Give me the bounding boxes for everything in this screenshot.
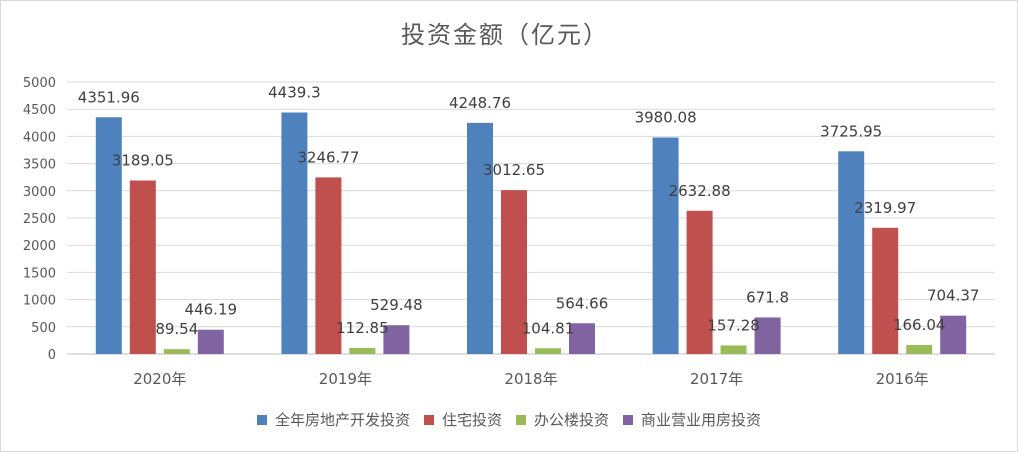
x-axis-categories: 2020年 2019年 2018年 2017年 2016年	[133, 370, 929, 388]
bar	[940, 315, 967, 354]
y-tick-label: 2500	[23, 212, 56, 227]
legend-swatch	[257, 415, 267, 425]
bar	[906, 344, 933, 354]
y-tick-label: 500	[31, 321, 56, 336]
data-label: 4351.96	[78, 88, 140, 106]
bar	[383, 325, 410, 354]
bar	[129, 180, 156, 354]
legend-label: 住宅投资	[442, 411, 502, 429]
bar	[535, 348, 561, 354]
y-tick-label: 1000	[23, 294, 56, 309]
gridlines	[67, 81, 995, 355]
data-label: 446.19	[185, 301, 238, 319]
x-category-label: 2019年	[319, 370, 372, 388]
data-label: 3725.95	[820, 122, 882, 140]
bar	[872, 227, 899, 354]
y-axis-ticks: 0 500 1000 1500 2000 2500 3000 3500 4000 4500 5000	[23, 76, 56, 363]
data-label: 4248.76	[449, 94, 511, 112]
bar	[349, 347, 376, 354]
legend: 全年房地产开发投资 住宅投资 办公楼投资 商业营业用房投资	[257, 411, 761, 429]
bar	[281, 112, 308, 355]
bar	[163, 349, 190, 354]
data-label: 2319.97	[854, 199, 916, 217]
y-tick-label: 2000	[23, 239, 56, 254]
bar	[315, 177, 342, 354]
bar	[467, 122, 493, 354]
bar	[652, 137, 679, 354]
legend-swatch	[516, 415, 526, 425]
x-category-label: 2020年	[133, 370, 186, 388]
y-tick-label: 4000	[23, 130, 56, 145]
legend-swatch	[623, 415, 633, 425]
y-tick-label: 1500	[23, 266, 56, 281]
legend-label: 全年房地产开发投资	[275, 411, 410, 429]
bar	[95, 117, 122, 354]
data-label: 2632.88	[669, 182, 731, 200]
data-label: 704.37	[927, 287, 980, 305]
data-label: 3189.05	[112, 152, 174, 170]
data-label: 157.28	[707, 316, 760, 334]
data-label: 166.04	[893, 316, 946, 334]
data-label: 3980.08	[635, 108, 697, 126]
x-category-label: 2018年	[504, 370, 557, 388]
data-label: 112.85	[336, 319, 389, 337]
legend-swatch	[424, 415, 434, 425]
bar	[754, 317, 781, 354]
bar	[569, 323, 595, 354]
legend-label: 办公楼投资	[534, 411, 609, 429]
bar	[838, 151, 865, 354]
data-label: 564.66	[556, 294, 609, 312]
data-label: 3012.65	[483, 161, 545, 179]
x-category-label: 2016年	[876, 370, 929, 388]
x-category-label: 2017年	[690, 370, 743, 388]
y-tick-label: 5000	[23, 76, 56, 91]
data-label: 104.81	[522, 319, 575, 337]
data-label: 89.54	[155, 320, 198, 338]
data-label: 4439.3	[268, 84, 321, 102]
y-tick-label: 0	[48, 348, 56, 363]
data-label: 3246.77	[297, 148, 359, 166]
bar	[720, 345, 747, 354]
legend-label: 商业营业用房投资	[641, 411, 761, 429]
bar	[686, 210, 713, 354]
y-tick-label: 3500	[23, 158, 56, 173]
bar	[197, 329, 224, 354]
bar	[501, 190, 527, 354]
y-tick-label: 4500	[23, 103, 56, 118]
data-label: 529.48	[370, 296, 423, 314]
y-tick-label: 3000	[23, 185, 56, 200]
bars	[95, 112, 967, 355]
chart-title: 投资金额（亿元）	[401, 21, 609, 49]
data-label: 671.8	[746, 288, 789, 306]
